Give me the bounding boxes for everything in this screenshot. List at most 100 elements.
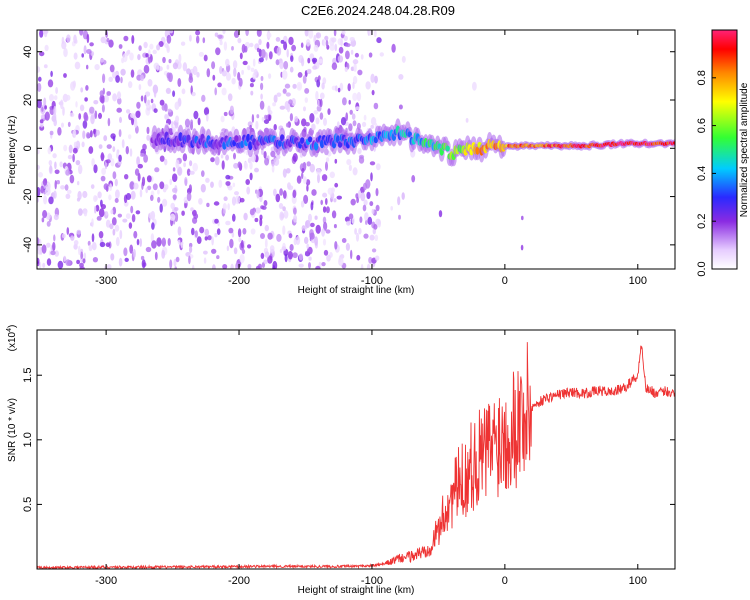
noise-blob [46,258,52,266]
snr-multiplier: (x104) [6,325,18,352]
noise-blob [81,53,84,58]
snr-panel: -300 -200 -100 0 100 0.5 1.0 1.5 Height of str… [6,325,676,596]
noise-blob [360,192,366,202]
noise-blob [182,62,188,72]
noise-blob [117,97,122,105]
noise-blob [220,154,224,159]
noise-blob [398,104,403,110]
noise-blob [329,43,335,51]
noise-blob [291,98,296,106]
noise-blob [75,39,78,44]
noise-blob [126,109,131,114]
noise-blob [260,252,265,259]
noise-blob [66,34,71,43]
noise-blob [375,204,380,212]
noise-blob [136,156,141,166]
noise-blob [166,72,171,79]
noise-blob [369,161,376,166]
noise-blob [271,160,275,167]
noise-blob [276,46,282,56]
noise-blob [221,160,225,170]
colorbar-label: Normalized spectral amplitude [739,82,750,217]
noise-blob [306,184,309,192]
noise-blob [313,44,319,52]
noise-blob [177,78,182,87]
noise-blob [141,259,146,269]
noise-blob [105,242,111,247]
noise-blob [251,114,255,123]
noise-blob [270,150,276,158]
noise-blob [106,37,110,43]
noise-blob [54,180,57,190]
noise-blob [349,109,353,115]
noise-blob [82,258,86,264]
noise-blob [89,106,95,114]
noise-blob [166,34,172,44]
colorbar-ticks: 0.0 0.2 0.4 0.6 0.8 [696,70,716,277]
snr-y-axis-label: SNR (10 * v/v) [7,398,18,462]
noise-blob [61,41,67,50]
noise-blob [123,35,129,42]
noise-blob [198,198,203,205]
noise-blob [109,183,113,192]
noise-blob [311,57,318,63]
noise-blob [354,52,359,58]
noise-blob [244,45,248,53]
y-tick-label: 0.5 [22,497,34,512]
noise-blob [52,241,56,251]
noise-blob [57,127,62,136]
noise-blob [301,57,305,67]
noise-blob [143,64,150,74]
noise-blob [153,108,158,113]
noise-blob [368,256,373,264]
noise-blob [105,211,109,216]
x-tick-label: 0 [502,275,508,287]
noise-blob [55,87,58,94]
noise-blob [109,223,114,230]
noise-blob [188,75,194,83]
snr-x-axis-label: Height of straight line (km) [298,585,415,596]
spectrogram-frame [36,29,676,270]
noise-blob [302,75,307,84]
noise-blob [69,174,75,184]
noise-blob [352,92,358,102]
noise-blob [305,39,311,47]
ridge-core [300,137,305,144]
noise-blob [359,216,363,223]
noise-blob [93,100,99,105]
noise-blob [279,60,284,70]
noise-blob [156,237,162,247]
noise-blob [114,198,119,203]
noise-blob [76,259,80,265]
noise-blob [48,196,54,205]
noise-blob [345,112,349,122]
noise-blob [94,205,97,214]
noise-blob [93,195,98,202]
noise-blob [92,257,98,263]
noise-blob [157,196,161,203]
noise-blob [250,90,254,96]
noise-blob [227,93,233,102]
noise-blob [135,210,141,215]
noise-blob [66,227,70,235]
noise-blob [99,94,105,103]
noise-blob [260,82,264,91]
noise-blob [105,94,108,102]
noise-blob [214,233,218,238]
noise-blob [108,39,114,48]
noise-blob [80,87,84,93]
noise-blob [140,255,145,261]
noise-blob [136,238,140,246]
noise-blob [164,184,169,190]
noise-blob [192,162,198,172]
y-tick-label: 1.0 [22,432,34,447]
noise-blob [188,184,192,194]
noise-blob [102,87,106,95]
noise-blob [177,166,183,176]
noise-blob [291,44,296,52]
noise-blob [398,74,404,80]
noise-blob [371,89,375,96]
snr-y-ticks: 0.5 1.0 1.5 [22,368,675,512]
noise-blob [229,105,234,115]
